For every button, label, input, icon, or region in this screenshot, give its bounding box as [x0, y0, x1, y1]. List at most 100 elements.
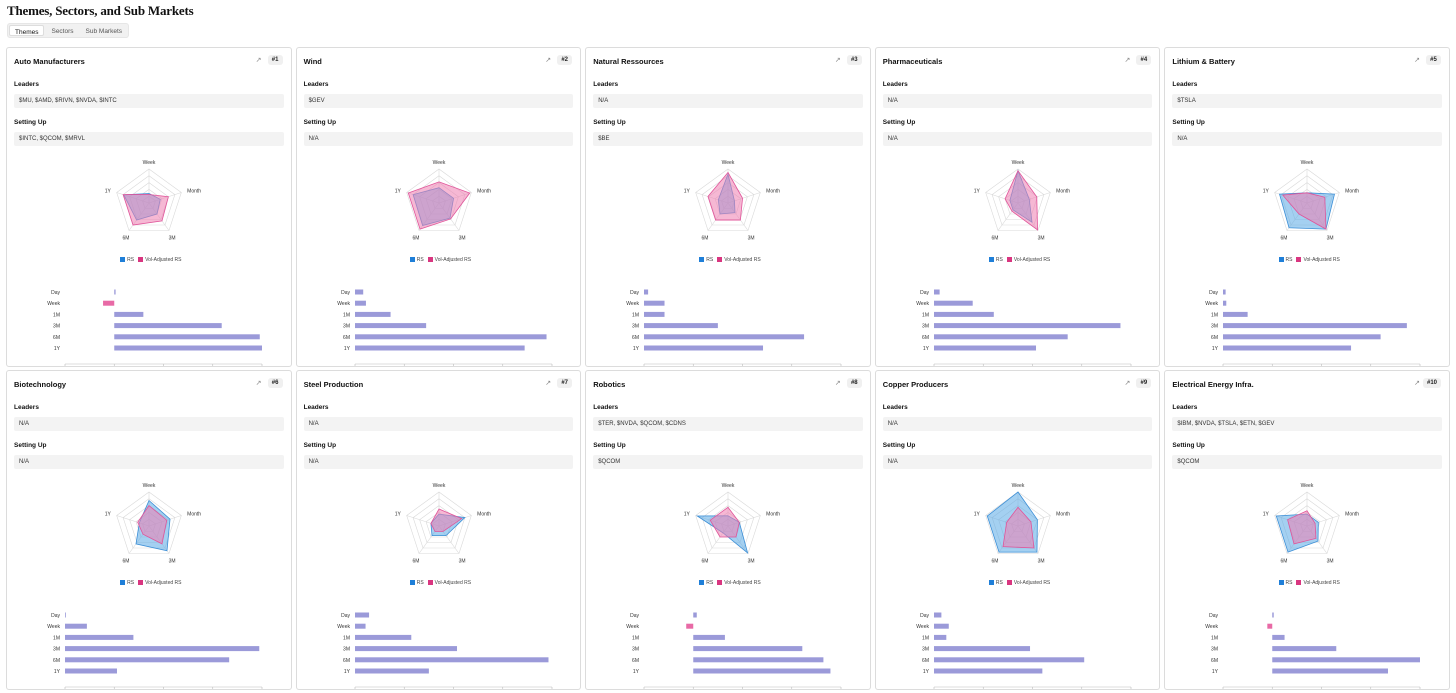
radar-axis-label: 1Y	[394, 189, 401, 195]
chart-icon[interactable]: ↗	[834, 57, 841, 64]
chart-icon[interactable]: ↗	[1124, 380, 1131, 387]
bar-category-label: 1Y	[1212, 669, 1219, 675]
radar-axis-label: 1Y	[974, 512, 981, 518]
setting-up-label: Setting Up	[882, 442, 916, 449]
legend-vol: Vol-Adjusted RS	[1303, 257, 1340, 263]
radar-grid-ring	[1274, 168, 1341, 231]
radar-axis-label: Month	[477, 512, 491, 518]
radar-series-vol-adjusted	[1004, 169, 1038, 231]
bar-1m	[933, 311, 994, 317]
bar-category-label: 1Y	[923, 669, 930, 675]
bar-category-label: Day	[630, 613, 639, 619]
rs-swatch	[988, 580, 994, 586]
bar-week	[686, 623, 694, 629]
rs-swatch	[409, 580, 415, 586]
radar-axis-label: Week	[722, 483, 735, 489]
bar-week	[354, 300, 366, 306]
radar-axis-label: 1Y	[1263, 189, 1270, 195]
bar-category-label: 6M	[1211, 658, 1218, 664]
radar-axis-label: 3M	[1327, 558, 1334, 564]
bar-category-label: 3M	[632, 647, 639, 653]
bar-category-label: 1Y	[343, 346, 350, 352]
theme-card: Robotics ↗ #8 Leaders $TER, $NVDA, $QCOM, $C…	[585, 370, 871, 690]
bar-category-label: 3M	[922, 324, 929, 330]
radar-series-vol-adjusted	[137, 505, 168, 545]
bar-6m	[693, 657, 824, 663]
leaders-field: $TSLA	[1172, 94, 1442, 108]
radar-axis-label: 3M	[169, 235, 176, 241]
bar-category-label: 6M	[343, 335, 350, 341]
leaders-label: Leaders	[593, 404, 619, 411]
radar-axis-label: 6M	[991, 558, 998, 564]
radar-legend: RS Vol-Adjusted RS	[7, 580, 291, 586]
chart-icon[interactable]: ↗	[545, 57, 552, 64]
bar-category-label: 6M	[922, 658, 929, 664]
bar-category-label: 1M	[632, 312, 639, 318]
chart-icon[interactable]: ↗	[1124, 57, 1131, 64]
card-title: Copper Producers	[882, 380, 949, 389]
radar-chart: Week Month 3M 6M 1Y	[1263, 160, 1360, 242]
radar-legend: RS Vol-Adjusted RS	[1165, 257, 1449, 263]
radar-axis-label: Month	[1056, 512, 1070, 518]
rs-swatch	[1278, 580, 1284, 586]
radar-grid-ring	[991, 175, 1045, 226]
radar-axis-label: 6M	[412, 558, 419, 564]
radar-series-vol-adjusted	[707, 171, 744, 221]
bar-category-label: 1Y	[343, 669, 350, 675]
radar-axis-label: 6M	[122, 558, 129, 564]
vol-swatch	[717, 257, 723, 263]
radar-axis-label: 3M	[169, 558, 176, 564]
legend-vol: Vol-Adjusted RS	[1013, 580, 1051, 586]
bar-1y	[933, 345, 1036, 351]
radar-axis-label: 6M	[702, 235, 709, 241]
legend-vol: Vol-Adjusted RS	[434, 257, 472, 263]
bar-1m	[644, 311, 665, 317]
legend-rs: RS	[1285, 580, 1293, 586]
bar-category-label: 6M	[1211, 335, 1218, 341]
chart-icon[interactable]: ↗	[255, 380, 262, 387]
radar-axis-label: 3M	[458, 558, 465, 564]
tab-sub-markets[interactable]: Sub Markets	[85, 28, 123, 35]
bar-1y	[114, 345, 262, 351]
bar-category-label: Week	[626, 624, 639, 630]
setting-up-label: Setting Up	[303, 442, 337, 449]
radar-axis-label: 1Y	[394, 512, 401, 518]
legend-rs: RS	[127, 580, 135, 586]
chart-icon[interactable]: ↗	[545, 380, 552, 387]
leaders-label: Leaders	[14, 81, 39, 88]
radar-axis-label: 3M	[748, 235, 755, 241]
bar-category-label: Week	[47, 301, 60, 307]
leaders-label: Leaders	[882, 404, 908, 411]
bar-3m	[644, 323, 719, 329]
vol-swatch	[1296, 257, 1302, 263]
bar-1m	[1223, 311, 1249, 317]
rs-swatch	[988, 257, 994, 263]
vol-swatch	[1296, 580, 1302, 586]
leaders-label: Leaders	[882, 81, 908, 88]
radar-legend: RS Vol-Adjusted RS	[586, 257, 870, 263]
bar-category-label: Week	[1206, 301, 1219, 307]
radar-grid-ring	[116, 168, 182, 231]
radar-grid-ring	[695, 168, 761, 231]
bar-category-label: Day	[51, 290, 60, 296]
bar-week	[644, 300, 665, 306]
rank-badge: #9	[1136, 378, 1152, 388]
tab-themes[interactable]: Themes	[9, 25, 45, 36]
radar-axis-label: Week	[722, 160, 735, 166]
bar-1y	[933, 668, 1043, 674]
rank-badge: #2	[557, 55, 573, 65]
chart-icon[interactable]: ↗	[1414, 380, 1420, 387]
bar-category-label: Week	[337, 301, 350, 307]
bar-category-label: 3M	[53, 647, 60, 653]
bar-1y	[1223, 345, 1352, 351]
tab-sectors[interactable]: Sectors	[51, 28, 74, 35]
legend-vol: Vol-Adjusted RS	[1013, 257, 1051, 263]
chart-icon[interactable]: ↗	[834, 380, 841, 387]
rs-swatch	[699, 580, 705, 586]
chart-icon[interactable]: ↗	[255, 57, 262, 64]
chart-icon[interactable]: ↗	[1414, 57, 1420, 64]
radar-axis-label: Month	[187, 189, 201, 195]
